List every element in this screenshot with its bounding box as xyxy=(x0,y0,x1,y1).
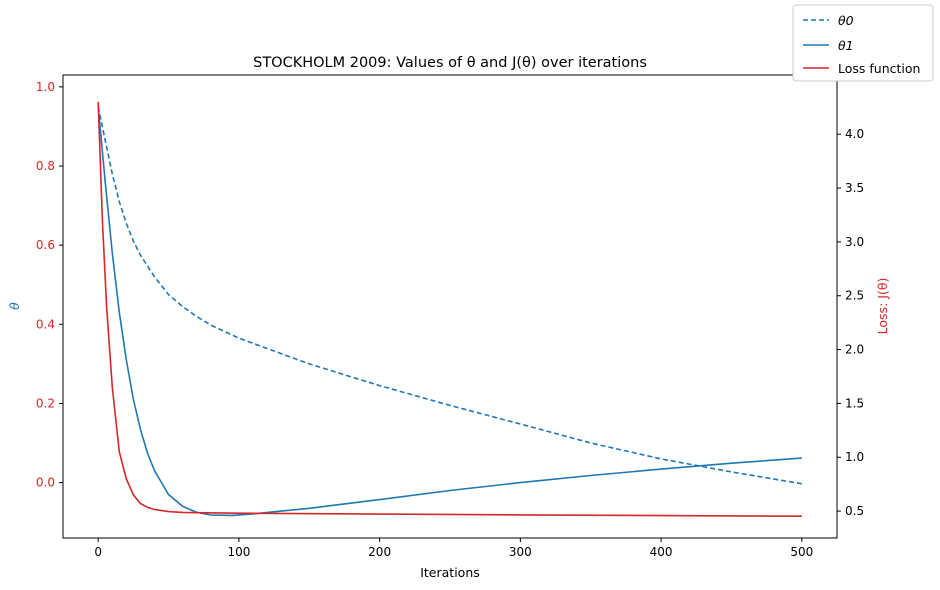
series-line-1 xyxy=(97,106,802,517)
y-right-tick-label: 1.5 xyxy=(845,396,864,410)
x-tick-label: 400 xyxy=(650,545,673,559)
x-tick-label: 100 xyxy=(227,545,250,559)
legend-label-theta1: θ1 xyxy=(838,38,854,53)
y-right-tick-label: 2.0 xyxy=(845,343,864,357)
y-axis-label-right: Loss: J(θ) xyxy=(875,278,890,335)
y-left-tick-label: 0.6 xyxy=(36,238,55,252)
legend-label-theta0: θ0 xyxy=(838,13,854,28)
legend-label-loss: Loss function xyxy=(838,61,920,76)
y-left-tick-label: 0.0 xyxy=(36,476,55,490)
x-tick-label: 500 xyxy=(790,545,813,559)
y-right-tick-label: 1.0 xyxy=(845,450,864,464)
y-left-tick-label: 1.0 xyxy=(36,80,55,94)
y-left-tick-label: 0.8 xyxy=(36,159,55,173)
y-right-tick-label: 4.0 xyxy=(845,127,864,141)
y-left-tick-label: 0.4 xyxy=(36,317,55,331)
x-tick-label: 200 xyxy=(368,545,391,559)
x-tick-label: 300 xyxy=(509,545,532,559)
y-left-tick-label: 0.2 xyxy=(36,396,55,410)
series-line-2 xyxy=(97,101,802,517)
y-right-tick-label: 3.0 xyxy=(845,235,864,249)
y-right-tick-label: 2.5 xyxy=(845,289,864,303)
y-right-tick-label: 3.5 xyxy=(845,181,864,195)
y-right-tick-label: 0.5 xyxy=(845,504,864,518)
x-tick-label: 0 xyxy=(94,545,102,559)
plot-area xyxy=(62,74,838,539)
y-axis-label-left: θ xyxy=(7,302,22,310)
legend: θ0 θ1 Loss function xyxy=(792,4,934,82)
x-axis-label: Iterations xyxy=(420,565,480,580)
series-line-0 xyxy=(97,106,802,485)
chart-title: STOCKHOLM 2009: Values of θ and J(θ) ove… xyxy=(253,55,647,71)
